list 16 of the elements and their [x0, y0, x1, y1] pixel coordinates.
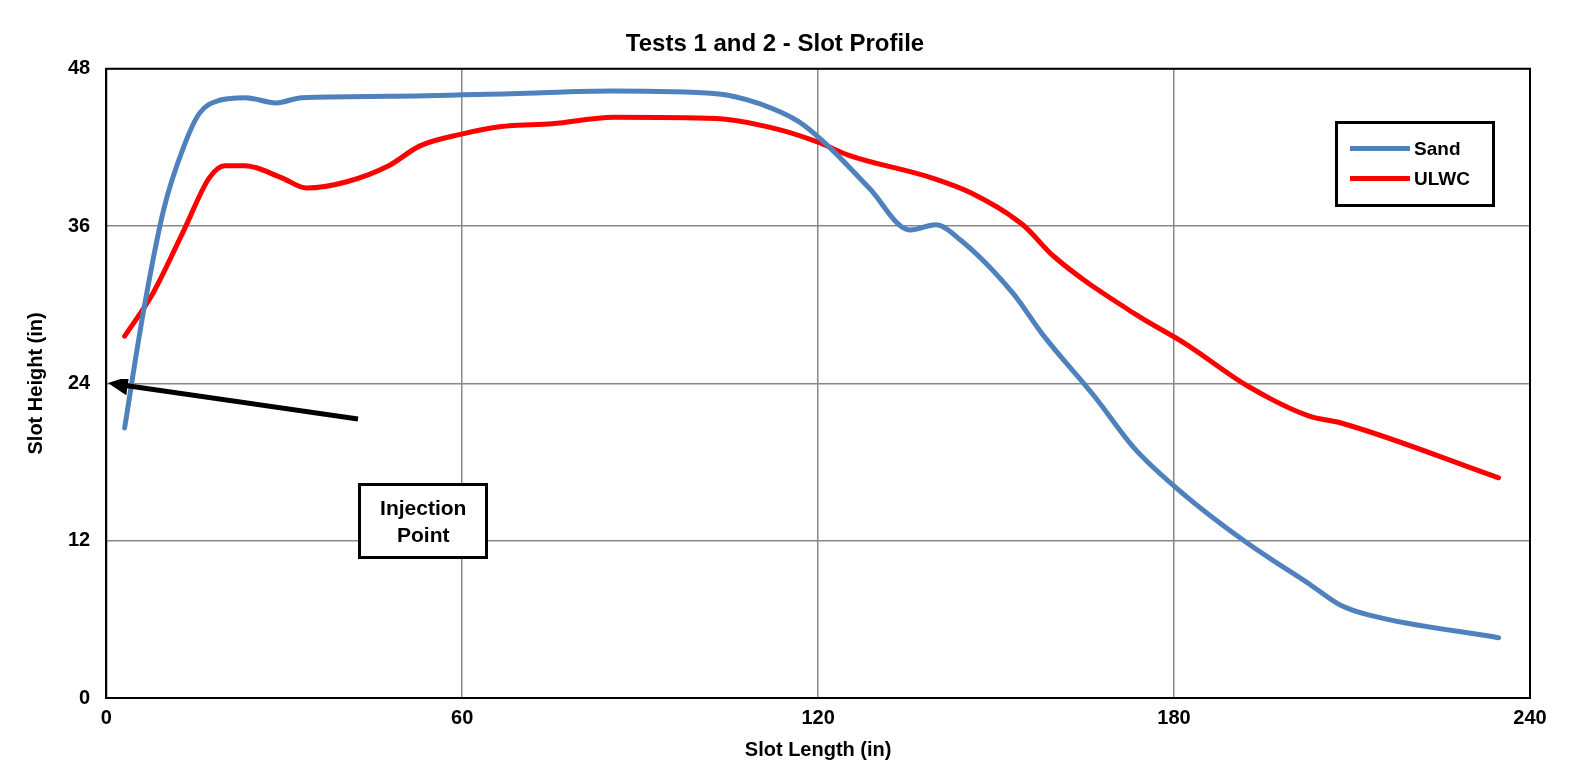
y-axis-title: Slot Height (in)	[23, 312, 46, 455]
x-axis-title: Slot Length (in)	[744, 737, 892, 760]
y-tick-label: 0	[79, 685, 91, 708]
x-tick-label: 180	[1157, 705, 1191, 728]
x-tick-label: 60	[451, 705, 474, 728]
y-tick-label: 24	[68, 370, 92, 393]
x-tick-label: 240	[1513, 705, 1547, 728]
y-tick-label: 36	[68, 213, 91, 236]
annotation: Injection Point	[358, 483, 489, 560]
y-tick-label: 12	[68, 528, 91, 551]
legend-label: Sand	[1414, 137, 1461, 160]
legend-label: ULWC	[1414, 167, 1470, 190]
y-tick-label: 48	[68, 56, 91, 79]
x-tick-label: 0	[100, 705, 112, 728]
x-tick-label: 120	[801, 705, 835, 728]
chart-title: Tests 1 and 2 - Slot Profile	[625, 29, 925, 57]
